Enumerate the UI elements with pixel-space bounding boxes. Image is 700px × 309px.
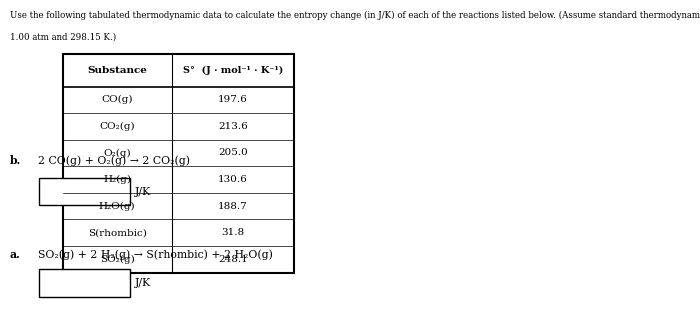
Bar <box>63 54 294 273</box>
Text: SO₂(g) + 2 H₂(g) → S(rhombic) + 2 H₂O(g): SO₂(g) + 2 H₂(g) → S(rhombic) + 2 H₂O(g) <box>38 250 274 260</box>
Text: H₂(g): H₂(g) <box>104 175 132 184</box>
Text: 205.0: 205.0 <box>218 148 248 158</box>
Text: H₂O(g): H₂O(g) <box>99 201 136 211</box>
Text: CO₂(g): CO₂(g) <box>99 122 135 131</box>
Text: S°  (J · mol⁻¹ · K⁻¹): S° (J · mol⁻¹ · K⁻¹) <box>183 66 283 75</box>
Text: J/K: J/K <box>135 187 151 197</box>
Text: 1.00 atm and 298.15 K.): 1.00 atm and 298.15 K.) <box>10 32 116 41</box>
Text: b.: b. <box>10 155 21 166</box>
Text: 2 CO(g) + O₂(g) → 2 CO₂(g): 2 CO(g) + O₂(g) → 2 CO₂(g) <box>38 155 190 166</box>
Text: J/K: J/K <box>135 278 151 288</box>
Text: 188.7: 188.7 <box>218 201 248 211</box>
Text: CO(g): CO(g) <box>102 95 133 104</box>
Text: Substance: Substance <box>88 66 147 75</box>
Text: 197.6: 197.6 <box>218 95 248 104</box>
Bar <box>38 269 130 297</box>
Bar <box>38 178 130 205</box>
Text: 31.8: 31.8 <box>221 228 244 237</box>
Text: SO₂(g): SO₂(g) <box>100 255 134 264</box>
Text: 213.6: 213.6 <box>218 122 248 131</box>
Text: Use the following tabulated thermodynamic data to calculate the entropy change (: Use the following tabulated thermodynami… <box>10 11 700 20</box>
Text: S(rhombic): S(rhombic) <box>88 228 147 237</box>
Text: 130.6: 130.6 <box>218 175 248 184</box>
Text: O₂(g): O₂(g) <box>104 148 131 158</box>
Text: 248.1: 248.1 <box>218 255 248 264</box>
Text: a.: a. <box>10 249 20 260</box>
